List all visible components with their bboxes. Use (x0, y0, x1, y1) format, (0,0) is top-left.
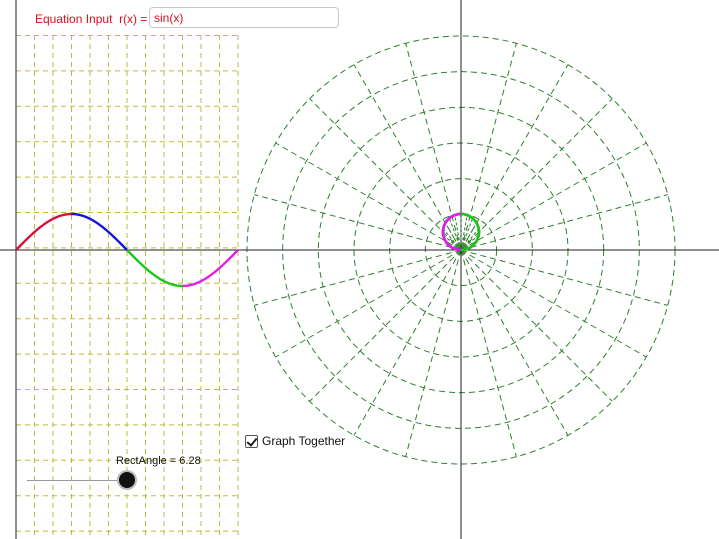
rect-curve-segment-4 (182, 249, 239, 288)
polar-grid-ray (460, 194, 668, 251)
equation-input[interactable]: sin(x) (149, 7, 339, 28)
polar-spoke (442, 234, 462, 251)
polar-grid-ray (309, 249, 462, 402)
polar-curve-segment-3 (460, 212, 481, 252)
polar-grid-ray (460, 249, 668, 306)
polar-grid-ray (275, 249, 462, 358)
polar-grid-ray (275, 142, 462, 251)
polar-spoke (448, 218, 462, 251)
rect-curve-segment-3 (126, 249, 183, 288)
polar-spoke (460, 234, 480, 251)
polar-grid-ray (353, 64, 462, 251)
polar-spoke (442, 228, 462, 251)
polar-grid-ray (460, 142, 647, 251)
polar-spoke (460, 228, 480, 251)
polar-spoke (460, 218, 474, 251)
graph-together-checkbox[interactable] (245, 434, 258, 448)
polar-grid-ray (460, 249, 569, 436)
rectangular-grid (16, 35, 239, 539)
graph-together-label: Graph Together (262, 434, 346, 448)
polar-grid-ray (405, 249, 462, 457)
rectangular-sine-curve (15, 212, 239, 288)
polar-spoke (444, 222, 462, 251)
polar-spoke (460, 222, 478, 251)
polar-grid-ray (460, 98, 613, 251)
polar-grid-ray (460, 249, 647, 358)
polar-grid-ray (460, 249, 517, 457)
polar-grid-ray (254, 194, 462, 251)
polar-grid-ray (309, 98, 462, 251)
rect-curve-segment-2 (71, 212, 128, 251)
polar-spoke (454, 214, 462, 251)
polar-curve (441, 212, 481, 252)
polar-grid-ray (460, 64, 569, 251)
rect-curve-segment-1 (15, 212, 72, 251)
polar-grid-ray (460, 249, 613, 402)
rect-angle-slider-track[interactable] (27, 480, 127, 481)
polar-grid-ray (254, 249, 462, 306)
graph-together-toggle[interactable]: Graph Together (245, 434, 345, 448)
polar-grid-ray (353, 249, 462, 436)
rect-angle-slider-label: RectAngle = 6.28 (116, 455, 201, 467)
equation-input-label: Equation Input r(x) = (35, 12, 148, 26)
rect-angle-slider-knob[interactable] (119, 472, 135, 488)
polar-spoke (460, 214, 468, 251)
polar-curve-segment-4 (441, 212, 462, 252)
